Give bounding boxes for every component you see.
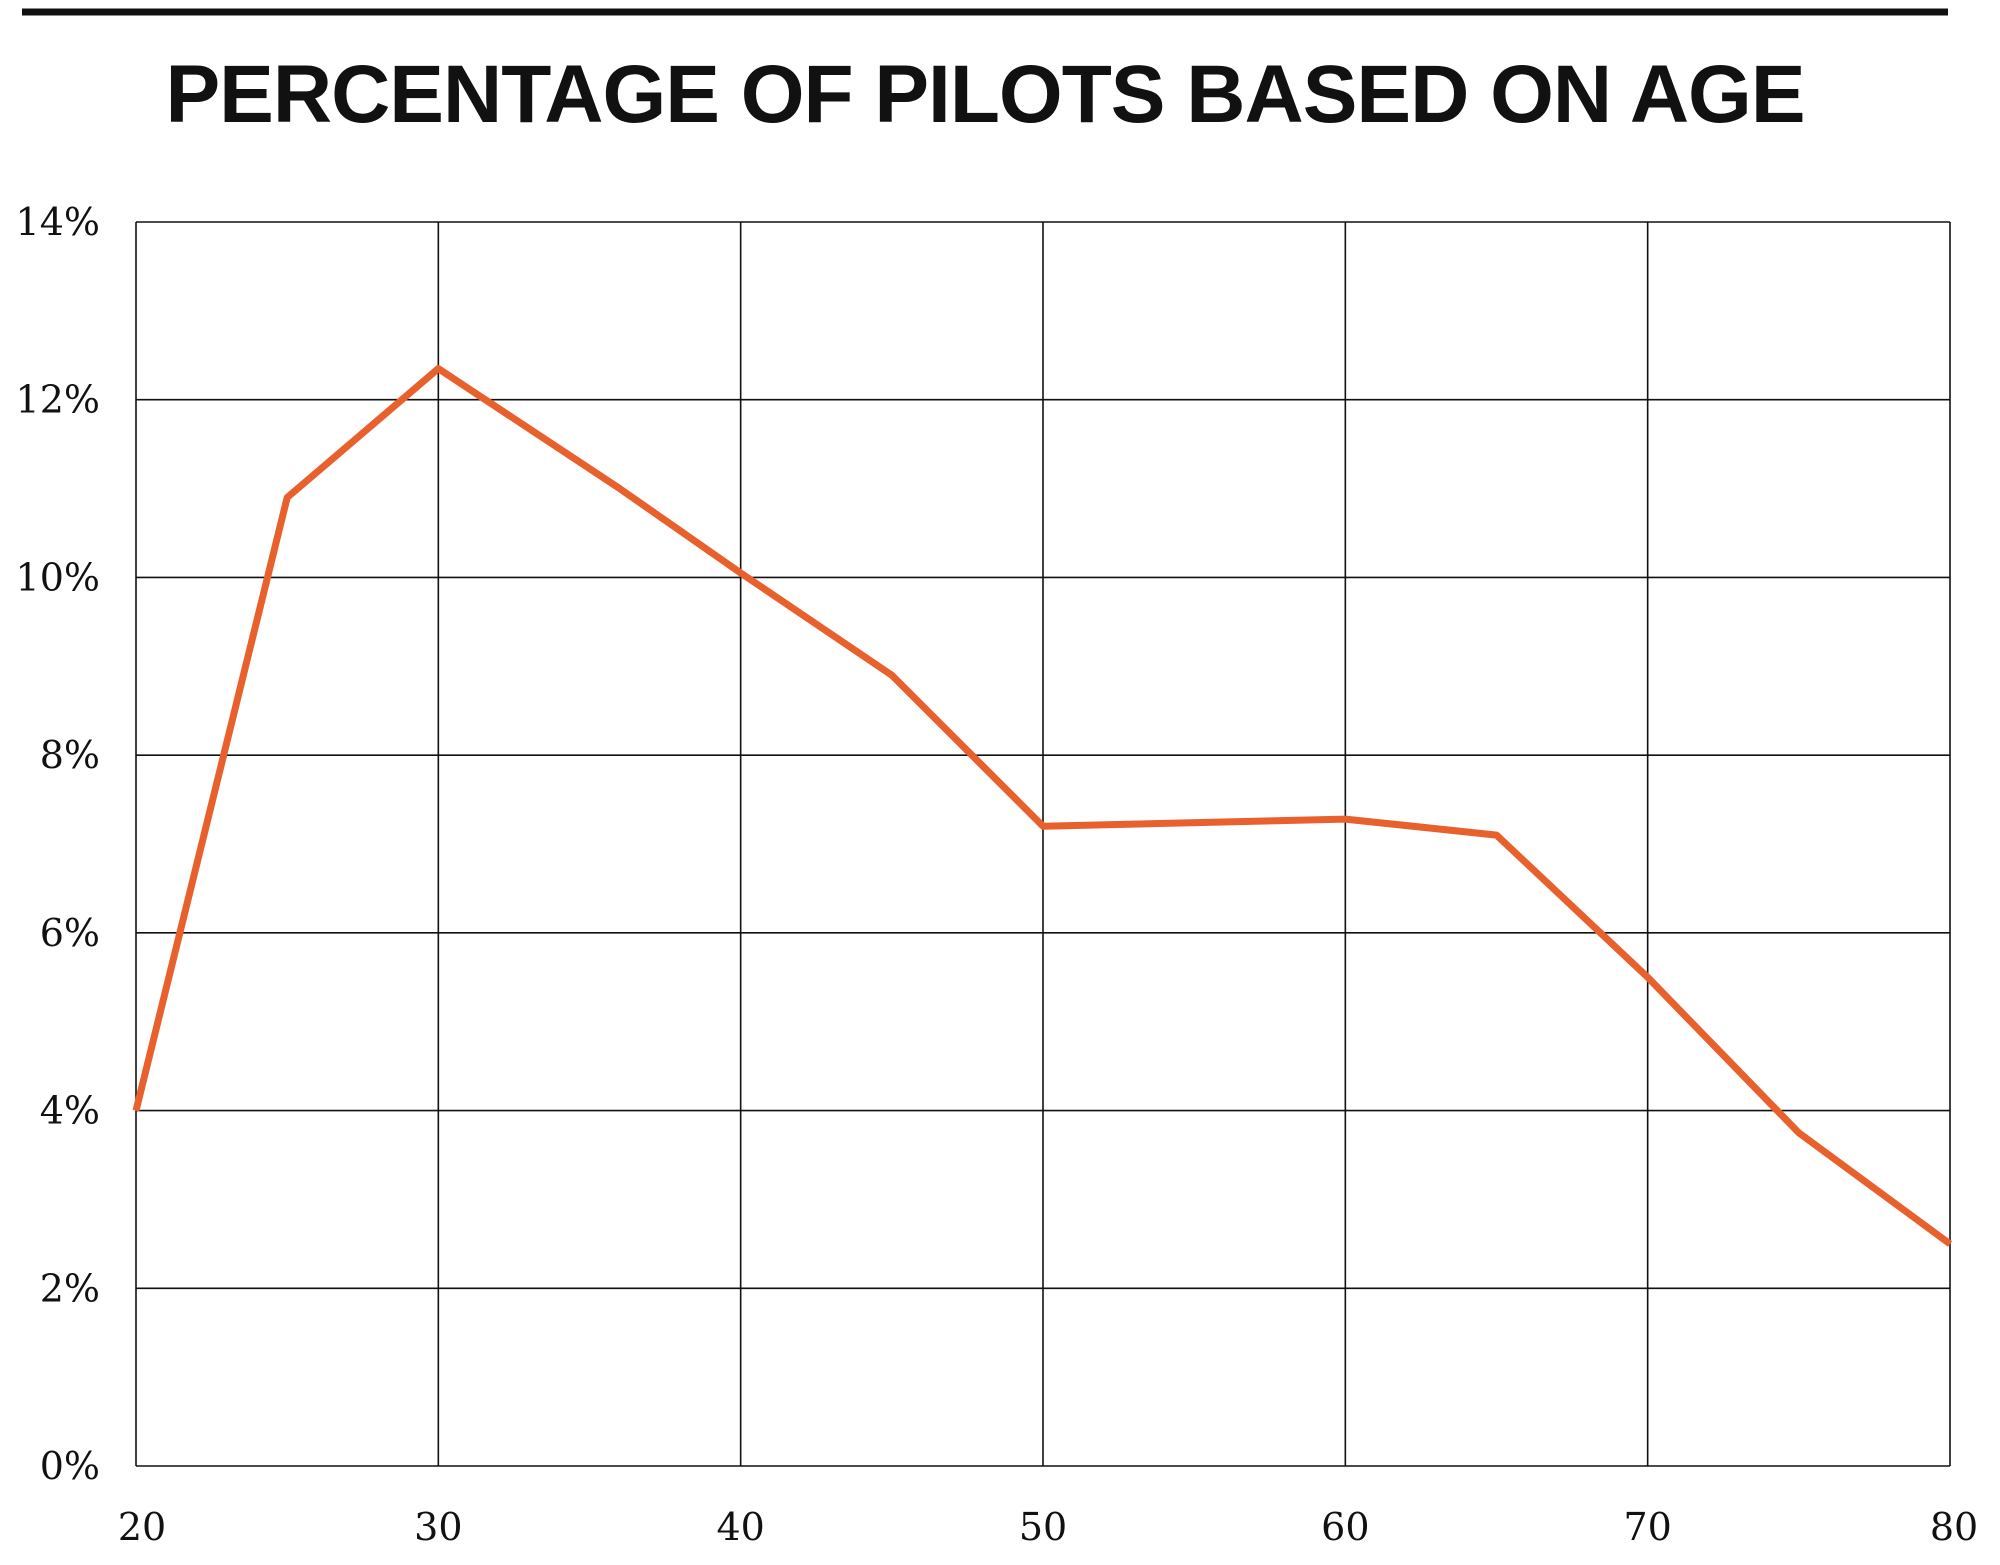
data-point xyxy=(286,496,288,498)
data-point xyxy=(1496,834,1497,836)
series-line xyxy=(132,365,1953,1247)
data-point xyxy=(891,674,893,676)
chart-title: PERCENTAGE OF PILOTS BASED ON AGE xyxy=(165,49,1804,140)
x-tick-label: 20 xyxy=(118,1505,166,1549)
y-axis-labels: 0% 2% 4% 6% 8% 10% 12% 14% xyxy=(16,200,100,1488)
grid xyxy=(135,221,1951,1467)
data-point xyxy=(740,572,742,574)
y-tick-label: 8% xyxy=(40,733,100,777)
y-tick-label: 10% xyxy=(16,555,100,599)
x-tick-label: 80 xyxy=(1930,1505,1978,1549)
data-point xyxy=(437,368,439,370)
x-tick-label: 70 xyxy=(1623,1505,1671,1549)
y-tick-label: 0% xyxy=(40,1444,100,1488)
y-tick-label: 6% xyxy=(40,911,100,955)
data-point xyxy=(1798,1132,1800,1134)
data-point xyxy=(1647,976,1649,978)
x-tick-label: 30 xyxy=(414,1505,462,1549)
x-tick-label: 50 xyxy=(1019,1505,1067,1549)
y-tick-label: 4% xyxy=(40,1089,100,1133)
data-point xyxy=(135,1110,137,1112)
y-tick-label: 2% xyxy=(40,1266,100,1310)
data-point xyxy=(619,488,621,490)
y-tick-label: 12% xyxy=(16,378,100,422)
series-layer xyxy=(132,365,1953,1247)
x-tick-label: 60 xyxy=(1321,1505,1369,1549)
y-tick-label: 14% xyxy=(16,200,100,244)
x-tick-label: 40 xyxy=(716,1505,764,1549)
data-point xyxy=(1042,825,1044,827)
data-point xyxy=(1949,1243,1951,1245)
data-point xyxy=(1344,818,1346,820)
x-axis-labels: 20 30 40 50 60 70 80 xyxy=(118,1505,1978,1549)
